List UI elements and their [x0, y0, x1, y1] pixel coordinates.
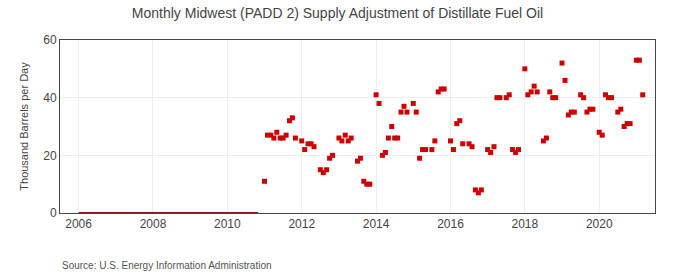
- svg-text:2020: 2020: [586, 217, 613, 231]
- svg-text:0: 0: [50, 206, 57, 220]
- svg-text:2006: 2006: [65, 217, 92, 231]
- svg-text:2010: 2010: [214, 217, 241, 231]
- svg-text:Monthly Midwest (PADD 2) Suppl: Monthly Midwest (PADD 2) Supply Adjustme…: [132, 5, 543, 21]
- svg-text:Thousand Barrels per Day: Thousand Barrels per Day: [18, 62, 30, 191]
- svg-text:2016: 2016: [437, 217, 464, 231]
- svg-text:2012: 2012: [288, 217, 315, 231]
- svg-text:Source: U.S. Energy Informatio: Source: U.S. Energy Information Administ…: [62, 260, 272, 271]
- svg-text:2014: 2014: [363, 217, 390, 231]
- svg-text:20: 20: [43, 149, 57, 163]
- svg-text:60: 60: [43, 33, 57, 47]
- svg-text:2008: 2008: [140, 217, 167, 231]
- svg-text:2018: 2018: [511, 217, 538, 231]
- svg-text:40: 40: [43, 91, 57, 105]
